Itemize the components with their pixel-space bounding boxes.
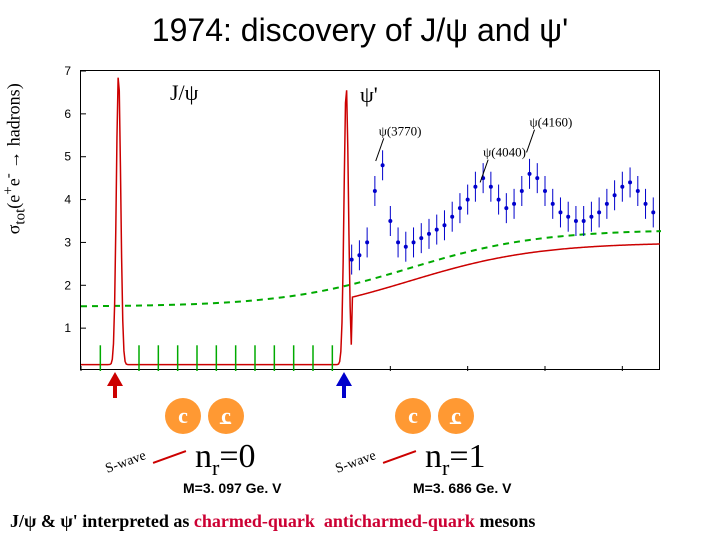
swave-label-left: S-wave	[104, 448, 149, 477]
svg-text:1: 1	[64, 321, 71, 335]
footer-interpretation: J/ψ & ψ' interpreted as charmed-quark an…	[10, 511, 535, 532]
nr-zero-label: nr=0	[195, 438, 256, 481]
svg-text:4: 4	[64, 193, 71, 207]
jpsi-cbar-circle: c_	[208, 398, 244, 434]
jpsi-arrow-stem	[113, 384, 117, 398]
svg-text:7: 7	[64, 64, 71, 78]
cross-section-chart: 1234567ψ(3770)ψ(4040)ψ(4160)	[80, 70, 660, 370]
nr-one-label: nr=1	[425, 438, 486, 481]
svg-text:2: 2	[64, 278, 71, 292]
chart-svg: 1234567ψ(3770)ψ(4040)ψ(4160)	[81, 71, 661, 371]
psiprime-cbar-circle: c_	[438, 398, 474, 434]
jpsi-c-circle: c	[165, 398, 201, 434]
swave-label-right: S-wave	[334, 448, 379, 477]
swave-arrow-right-icon	[383, 450, 417, 464]
psiprime-peak-label: ψ'	[360, 82, 378, 108]
svg-text:ψ(4160): ψ(4160)	[530, 115, 573, 130]
svg-text:5: 5	[64, 150, 71, 164]
jpsi-mass-label: M=3. 097 Ge. V	[183, 480, 281, 496]
svg-text:ψ(4040): ψ(4040)	[483, 145, 526, 160]
psiprime-arrow-stem	[342, 384, 346, 398]
psiprime-mass-label: M=3. 686 Ge. V	[413, 480, 511, 496]
psiprime-c-circle: c	[395, 398, 431, 434]
jpsi-peak-label: J/ψ	[170, 80, 198, 106]
y-axis-label: σtot(e+e- → hadrons)	[1, 83, 30, 234]
swave-arrow-left-icon	[153, 450, 187, 464]
page-title: 1974: discovery of J/ψ and ψ'	[0, 0, 720, 49]
svg-text:ψ(3770): ψ(3770)	[379, 123, 422, 138]
svg-text:3: 3	[64, 235, 71, 249]
svg-text:6: 6	[64, 107, 71, 121]
